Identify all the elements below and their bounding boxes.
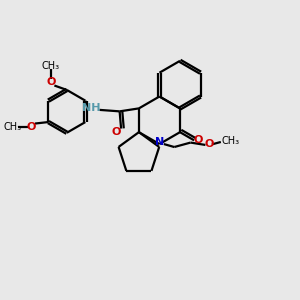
Text: CH₃: CH₃ [42,61,60,70]
Text: O: O [194,135,203,145]
Text: NH: NH [82,103,101,113]
Text: N: N [155,137,164,147]
Text: CH₃: CH₃ [221,136,239,146]
Text: CH₃: CH₃ [4,122,22,132]
Text: O: O [204,139,214,149]
Text: O: O [46,77,56,87]
Text: O: O [111,127,121,136]
Text: O: O [27,122,36,132]
